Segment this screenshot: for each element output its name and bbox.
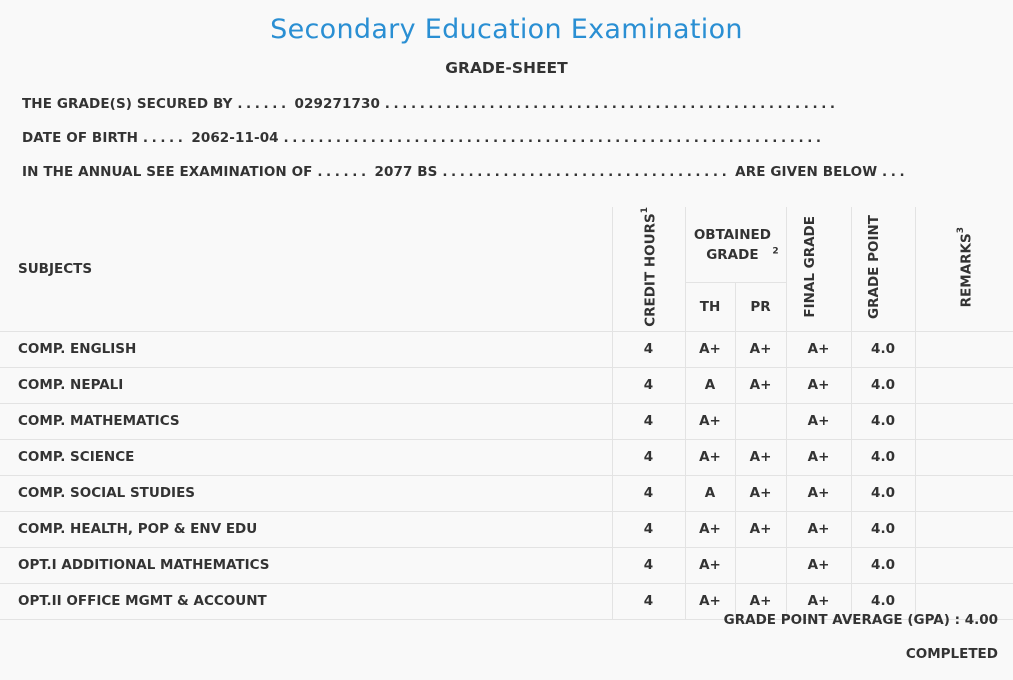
subject-cell: COMP. HEALTH, POP & ENV EDU <box>0 511 612 548</box>
final-grade-cell: A+ <box>785 439 852 476</box>
pr-grade-cell <box>734 547 787 584</box>
final-grade-cell: A+ <box>785 511 852 548</box>
table-row: COMP. HEALTH, POP & ENV EDU 4 A+ A+ A+ 4.0 <box>0 511 1013 548</box>
gpa-label: GRADE POINT AVERAGE (GPA) : <box>723 612 960 628</box>
subheader-row: TH PR <box>0 282 1013 332</box>
table-row: COMP. ENGLISH 4 A+ A+ A+ 4.0 <box>0 331 1013 368</box>
final-grade-cell: A+ <box>785 367 852 404</box>
grade-point-cell: 4.0 <box>850 403 916 440</box>
symbol-number: 029271730 <box>294 96 380 112</box>
pr-grade-cell: A+ <box>734 583 787 620</box>
th-grade-cell: A+ <box>684 331 735 368</box>
grades-table: SUBJECTS CREDIT HOURS1 OBTAINED GRADE 2 F… <box>0 207 1013 620</box>
credit-hours-cell: 4 <box>611 439 685 476</box>
remarks-cell <box>914 367 1013 404</box>
table-row: COMP. SOCIAL STUDIES 4 A A+ A+ 4.0 <box>0 475 1013 512</box>
remarks-cell <box>914 439 1013 476</box>
th-grade-cell: A+ <box>684 439 735 476</box>
secured-by-line: THE GRADE(S) SECURED BY ...... 029271730… <box>22 96 839 112</box>
gpa-value: 4.00 <box>964 612 998 628</box>
subject-cell: OPT.II OFFICE MGMT & ACCOUNT <box>0 583 612 620</box>
exam-line: IN THE ANNUAL SEE EXAMINATION OF ...... … <box>22 164 909 180</box>
pr-grade-cell: A+ <box>734 367 787 404</box>
pr-grade-cell: A+ <box>734 511 787 548</box>
credit-hours-cell: 4 <box>611 547 685 584</box>
pr-grade-cell: A+ <box>734 331 787 368</box>
remarks-cell <box>914 331 1013 368</box>
subject-cell: COMP. SCIENCE <box>0 439 612 476</box>
dob-line: DATE OF BIRTH ..... 2062-11-04 .........… <box>22 130 825 146</box>
table-row: OPT.II OFFICE MGMT & ACCOUNT 4 A+ A+ A+ 4.0 <box>0 583 1013 620</box>
grade-point-cell: 4.0 <box>850 583 916 620</box>
th-grade-cell: A+ <box>684 583 735 620</box>
grade-sheet-heading: GRADE-SHEET <box>445 59 568 77</box>
final-grade-cell: A+ <box>785 331 852 368</box>
subject-cell: COMP. MATHEMATICS <box>0 403 612 440</box>
result-status: COMPLETED <box>905 646 998 662</box>
obtained-grade-header: OBTAINED GRADE 2 <box>684 207 787 284</box>
credit-hours-cell: 4 <box>611 583 685 620</box>
final-grade-cell: A+ <box>785 403 852 440</box>
grade-point-cell: 4.0 <box>850 367 916 404</box>
subjects-header: SUBJECTS <box>0 207 612 332</box>
credit-hours-cell: 4 <box>611 511 685 548</box>
pr-grade-cell: A+ <box>734 475 787 512</box>
credit-hours-cell: 4 <box>611 367 685 404</box>
subject-cell: OPT.I ADDITIONAL MATHEMATICS <box>0 547 612 584</box>
grade-point-cell: 4.0 <box>850 547 916 584</box>
pr-header: PR <box>734 282 787 332</box>
subject-cell: COMP. NEPALI <box>0 367 612 404</box>
credit-hours-cell: 4 <box>611 331 685 368</box>
final-grade-header: FINAL GRADE <box>785 207 852 332</box>
header-row: SUBJECTS CREDIT HOURS1 OBTAINED GRADE 2 F… <box>0 207 1013 332</box>
table-row: COMP. NEPALI 4 A A+ A+ 4.0 <box>0 367 1013 404</box>
table-row: COMP. MATHEMATICS 4 A+ A+ 4.0 <box>0 403 1013 440</box>
th-grade-cell: A+ <box>684 547 735 584</box>
remarks-cell <box>914 583 1013 620</box>
final-grade-cell: A+ <box>785 583 852 620</box>
exam-label: IN THE ANNUAL SEE EXAMINATION OF <box>22 164 313 180</box>
final-grade-cell: A+ <box>785 547 852 584</box>
dob-value: 2062-11-04 <box>191 130 279 146</box>
grade-point-cell: 4.0 <box>850 439 916 476</box>
subject-cell: COMP. ENGLISH <box>0 331 612 368</box>
subject-cell: COMP. SOCIAL STUDIES <box>0 475 612 512</box>
grade-point-cell: 4.0 <box>850 511 916 548</box>
pr-grade-cell: A+ <box>734 439 787 476</box>
remarks-cell <box>914 511 1013 548</box>
final-grade-cell: A+ <box>785 475 852 512</box>
grade-point-header: GRADE POINT <box>850 207 916 332</box>
th-header: TH <box>684 282 735 332</box>
exam-title: Secondary Education Examination <box>270 14 743 45</box>
table-row: COMP. SCIENCE 4 A+ A+ A+ 4.0 <box>0 439 1013 476</box>
gpa-line: GRADE POINT AVERAGE (GPA) : 4.00 <box>724 612 998 628</box>
table-row: OPT.I ADDITIONAL MATHEMATICS 4 A+ A+ 4.0 <box>0 547 1013 584</box>
remarks-header: REMARKS3 <box>914 207 1013 332</box>
remarks-cell <box>914 475 1013 512</box>
remarks-cell <box>914 547 1013 584</box>
exam-year: 2077 BS <box>374 164 438 180</box>
dob-label: DATE OF BIRTH <box>22 130 139 146</box>
th-grade-cell: A <box>684 367 735 404</box>
th-grade-cell: A+ <box>684 511 735 548</box>
grade-point-cell: 4.0 <box>850 331 916 368</box>
remarks-cell <box>914 403 1013 440</box>
grade-point-cell: 4.0 <box>850 475 916 512</box>
secured-by-label: THE GRADE(S) SECURED BY <box>22 96 233 112</box>
pr-grade-cell <box>734 403 787 440</box>
credit-hours-header: CREDIT HOURS1 <box>611 207 685 332</box>
th-grade-cell: A <box>684 475 735 512</box>
th-grade-cell: A+ <box>684 403 735 440</box>
given-below-text: ARE GIVEN BELOW <box>735 164 878 180</box>
credit-hours-cell: 4 <box>611 475 685 512</box>
credit-hours-cell: 4 <box>611 403 685 440</box>
